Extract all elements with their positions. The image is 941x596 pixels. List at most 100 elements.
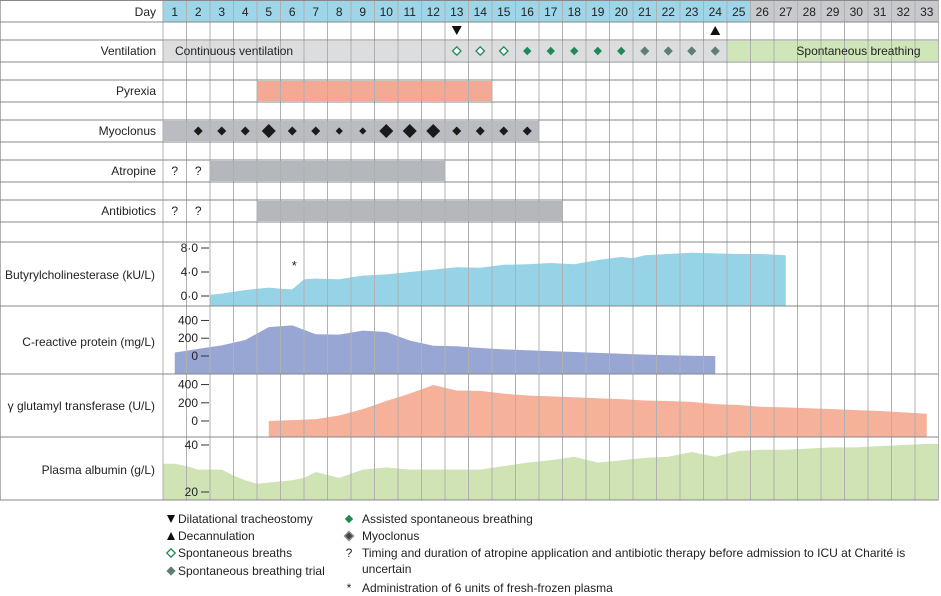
crp-tick: 400: [178, 313, 198, 327]
day-cell-bg: [915, 0, 939, 22]
atropine-uncertain-mark: ?: [171, 164, 178, 178]
day-cell-bg: [868, 0, 892, 22]
day-cell-bg: [656, 0, 680, 22]
day-cell-bg: [468, 0, 492, 22]
spontaneous-breathing-bar: [727, 41, 939, 61]
legend-item-text: Myoclonus: [362, 529, 419, 543]
myoclonus-label: Myoclonus: [99, 124, 156, 138]
antibiotics-uncertain-mark: ?: [171, 204, 178, 218]
day-number: 2: [195, 5, 202, 19]
day-cell-bg: [163, 0, 187, 22]
myoclonus-marker: [426, 124, 441, 138]
myoclonus-marker: [522, 126, 532, 136]
antibiotics-label: Antibiotics: [101, 204, 156, 218]
legend-assisted-symbol: [344, 514, 354, 524]
day-number: 23: [685, 5, 699, 19]
day-number: 3: [218, 5, 225, 19]
day-cell-bg: [492, 0, 516, 22]
day-number: 10: [380, 5, 394, 19]
butyrylcholinesterase-tick: 4·0: [181, 265, 199, 279]
ffp-asterisk: *: [292, 258, 297, 273]
day-cell-bg: [398, 0, 422, 22]
day-cell-bg: [891, 0, 915, 22]
myoclonus-marker: [379, 124, 394, 138]
day-cell-bg: [797, 0, 821, 22]
legend-item-text: Decannulation: [178, 529, 255, 543]
day-cell-bg: [304, 0, 328, 22]
day-number: 1: [171, 5, 178, 19]
albumin-tick: 40: [185, 438, 199, 452]
legend-spontaneous-breaths-symbol: [165, 547, 177, 559]
day-number: 12: [427, 5, 441, 19]
day-cell-bg: [445, 0, 469, 22]
legend-tracheostomy-symbol: [167, 515, 175, 523]
day-number: 26: [756, 5, 770, 19]
myoclonus-marker: [402, 124, 417, 138]
ventilation-event-marker: [523, 46, 532, 56]
ventilation-event-marker: [546, 46, 555, 56]
day-number: 5: [265, 5, 272, 19]
myoclonus-marker: [335, 127, 343, 135]
day-cell-bg: [562, 0, 586, 22]
ventilation-event-marker: [663, 46, 673, 56]
legend-trial-symbol: [166, 566, 176, 576]
continuous-ventilation-text: Continuous ventilation: [175, 44, 293, 58]
ggt-area: [268, 385, 927, 437]
ventilation-event-marker: [710, 46, 720, 56]
crp-tick: 200: [178, 331, 198, 345]
crp-tick: 0: [191, 349, 198, 363]
day-cell-bg: [609, 0, 633, 22]
day-number: 20: [615, 5, 629, 19]
day-cell-bg: [774, 0, 798, 22]
day-cell-bg: [680, 0, 704, 22]
day-cell-bg: [821, 0, 845, 22]
spontaneous-breathing-text: Spontaneous breathing: [796, 44, 920, 58]
ventilation-label: Ventilation: [101, 44, 156, 58]
decannulation-marker: [710, 26, 721, 35]
crp-label: C-reactive protein (mg/L): [22, 335, 155, 349]
albumin-label: Plasma albumin (g/L): [42, 463, 155, 477]
ventilation-event-marker: [640, 46, 650, 56]
myoclonus-marker: [359, 127, 367, 135]
day-cell-bg: [844, 0, 868, 22]
legend-item-text: Assisted spontaneous breathing: [362, 512, 533, 526]
day-cell-bg: [186, 0, 210, 22]
legend-item-text: Spontaneous breathing trial: [178, 564, 325, 578]
day-number: 31: [873, 5, 887, 19]
legend-decannulation-symbol: [167, 532, 175, 540]
day-number: 21: [638, 5, 652, 19]
day-number: 4: [242, 5, 249, 19]
day-number: 27: [779, 5, 793, 19]
day-number: 29: [826, 5, 840, 19]
day-cell-bg: [703, 0, 727, 22]
tracheostomy-marker: [451, 26, 462, 35]
myoclonus-marker: [499, 126, 509, 136]
day-cell-bg: [515, 0, 539, 22]
day-cell-bg: [539, 0, 563, 22]
day-number: 13: [450, 5, 464, 19]
day-number: 7: [312, 5, 319, 19]
day-number: 15: [497, 5, 511, 19]
legend-item-text: Timing and duration of atropine applicat…: [362, 546, 905, 560]
myoclonus-marker: [240, 126, 250, 136]
day-number: 28: [803, 5, 817, 19]
ggt-tick: 400: [178, 378, 198, 392]
day-number: 32: [897, 5, 911, 19]
legend-myoclonus-symbol: [343, 530, 355, 542]
ventilation-event-marker: [687, 46, 697, 56]
day-cell-bg: [586, 0, 610, 22]
day-number: 25: [732, 5, 746, 19]
legend-question-symbol: ?: [346, 546, 353, 560]
day-number: 24: [709, 5, 723, 19]
day-number: 33: [920, 5, 934, 19]
day-number: 6: [289, 5, 296, 19]
day-cell-bg: [280, 0, 304, 22]
ventilation-event-marker: [617, 46, 626, 56]
legend-item-text: uncertain: [362, 562, 411, 576]
myoclonus-marker: [311, 126, 321, 136]
legend-item-text: Dilatational tracheostomy: [178, 512, 313, 526]
pyrexia-label: Pyrexia: [116, 84, 156, 98]
day-cell-bg: [374, 0, 398, 22]
myoclonus-marker: [261, 124, 276, 138]
